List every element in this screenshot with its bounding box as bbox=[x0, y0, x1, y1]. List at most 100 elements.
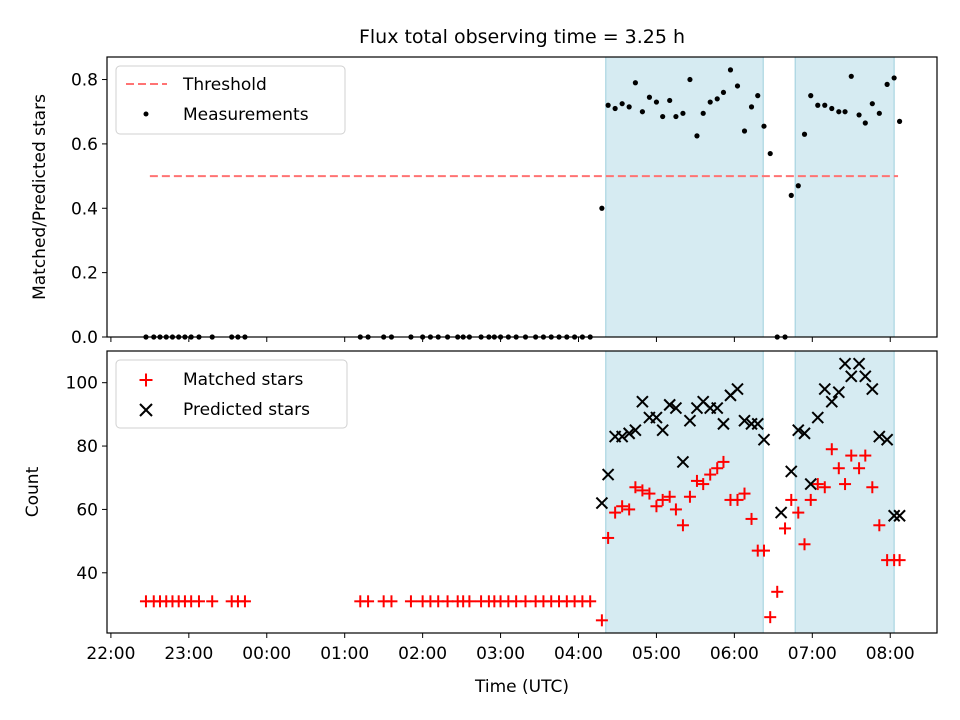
y-tick-label: 0.8 bbox=[71, 71, 98, 91]
y-tick-label: 100 bbox=[66, 374, 98, 394]
matched-star-point bbox=[764, 611, 777, 624]
matched-star-point bbox=[616, 500, 629, 513]
legend-matched-swatch bbox=[139, 373, 153, 387]
measurement-point bbox=[808, 93, 814, 99]
predicted-star-point bbox=[629, 424, 642, 437]
measurement-point bbox=[612, 105, 618, 112]
matched-star-point bbox=[825, 443, 838, 456]
measurement-point bbox=[660, 113, 666, 120]
measurement-point bbox=[822, 102, 828, 108]
x-tick-label: 01:00 bbox=[320, 644, 369, 664]
predicted-star-point bbox=[873, 430, 886, 443]
measurement-point bbox=[714, 96, 720, 102]
measurement-point bbox=[829, 105, 835, 112]
predicted-star-point bbox=[845, 370, 858, 383]
measurement-point bbox=[848, 73, 854, 79]
ratio-x-ticks bbox=[110, 337, 891, 342]
measurement-point bbox=[795, 183, 801, 189]
counts-x-ticks: 22:00 23:00 00:00 01:00 02:00 03:00 04:00 05:00… bbox=[86, 633, 915, 664]
matched-star-point bbox=[873, 519, 886, 532]
predicted-star-point bbox=[866, 382, 879, 396]
predicted-star-point bbox=[669, 401, 683, 415]
matched-star-point bbox=[669, 503, 682, 516]
counts-y-ticks: 40 60 80 100 bbox=[66, 374, 107, 584]
observing-windows bbox=[605, 350, 895, 634]
predicted-star-point bbox=[663, 398, 676, 412]
measurement-point bbox=[646, 94, 653, 100]
measurement-point bbox=[720, 89, 727, 96]
matched-star-point bbox=[683, 490, 696, 503]
predicted-star-point bbox=[615, 430, 629, 443]
matched-stars-series bbox=[139, 443, 906, 627]
observing-window bbox=[605, 350, 764, 634]
observing-windows bbox=[605, 56, 895, 338]
matched-star-point bbox=[656, 493, 669, 506]
predicted-star-point bbox=[622, 427, 636, 440]
matched-star-point bbox=[636, 484, 649, 497]
ratio-legend: Threshold Measurements bbox=[115, 65, 346, 135]
matched-star-point bbox=[818, 481, 831, 494]
predicted-star-point bbox=[683, 414, 697, 427]
measurement-point bbox=[599, 205, 605, 211]
measurement-point bbox=[761, 123, 767, 129]
matched-star-point bbox=[779, 522, 792, 535]
matched-star-point bbox=[745, 512, 758, 525]
measurement-point bbox=[707, 99, 713, 105]
predicted-star-point bbox=[757, 433, 771, 446]
predicted-star-point bbox=[774, 506, 788, 519]
matched-star-point bbox=[757, 544, 770, 557]
counts-panel: 40 60 80 100 22:00 23:00 00:00 01:00 02:00 03:00… bbox=[23, 350, 938, 697]
predicted-star-point bbox=[650, 411, 663, 424]
matched-star-point bbox=[192, 595, 205, 608]
measurement-point bbox=[673, 113, 679, 120]
predicted-star-point bbox=[792, 424, 805, 437]
y-tick-label: 80 bbox=[76, 437, 98, 457]
measurement-point bbox=[680, 110, 686, 116]
y-tick-label: 0.2 bbox=[71, 264, 98, 284]
x-tick-label: 02:00 bbox=[398, 644, 447, 664]
measurement-point bbox=[876, 110, 882, 116]
legend-predicted-label: Predicted stars bbox=[183, 400, 310, 420]
matched-star-point bbox=[845, 449, 858, 462]
counts-axes-frame bbox=[106, 350, 938, 634]
measurement-point bbox=[667, 97, 673, 104]
x-tick-label: 07:00 bbox=[788, 644, 837, 664]
legend-threshold-label: Threshold bbox=[182, 75, 267, 95]
predicted-star-point bbox=[832, 385, 846, 399]
predicted-star-point bbox=[676, 455, 690, 469]
predicted-star-point bbox=[804, 477, 817, 491]
matched-star-point bbox=[866, 481, 879, 494]
matched-star-point bbox=[832, 462, 845, 475]
measurement-point bbox=[700, 110, 706, 116]
matched-star-point bbox=[853, 462, 866, 475]
x-tick-label: 04:00 bbox=[554, 644, 603, 664]
legend-measurements-swatch bbox=[143, 111, 149, 117]
measurement-point bbox=[626, 104, 632, 110]
x-tick-label: 23:00 bbox=[164, 644, 213, 664]
matched-star-point bbox=[697, 478, 710, 491]
ratio-y-label: Matched/Predicted stars bbox=[30, 94, 50, 300]
predicted-star-point bbox=[731, 382, 744, 396]
ratio-y-ticks: 0.0 0.2 0.4 0.6 0.8 bbox=[71, 71, 107, 348]
y-tick-label: 0.0 bbox=[71, 328, 98, 348]
legend-measurements-label: Measurements bbox=[183, 105, 309, 125]
matched-star-point bbox=[519, 595, 532, 608]
predicted-star-point bbox=[893, 509, 906, 522]
matched-star-point bbox=[738, 487, 751, 500]
matched-star-point bbox=[463, 595, 476, 608]
matched-star-point bbox=[711, 462, 724, 475]
predicted-star-point bbox=[838, 357, 852, 370]
matched-star-point bbox=[839, 478, 852, 491]
legend-matched-label: Matched stars bbox=[183, 370, 303, 390]
matched-star-point bbox=[717, 455, 730, 468]
predicted-star-point bbox=[656, 424, 669, 437]
measurement-point bbox=[801, 131, 808, 137]
predicted-star-point bbox=[785, 465, 798, 478]
measurement-point bbox=[788, 192, 794, 198]
measurement-point bbox=[884, 81, 890, 87]
matched-star-point bbox=[663, 490, 676, 503]
measurement-point bbox=[767, 150, 773, 157]
matched-star-point bbox=[629, 481, 642, 494]
x-tick-label: 03:00 bbox=[476, 644, 525, 664]
observing-window bbox=[794, 56, 895, 338]
